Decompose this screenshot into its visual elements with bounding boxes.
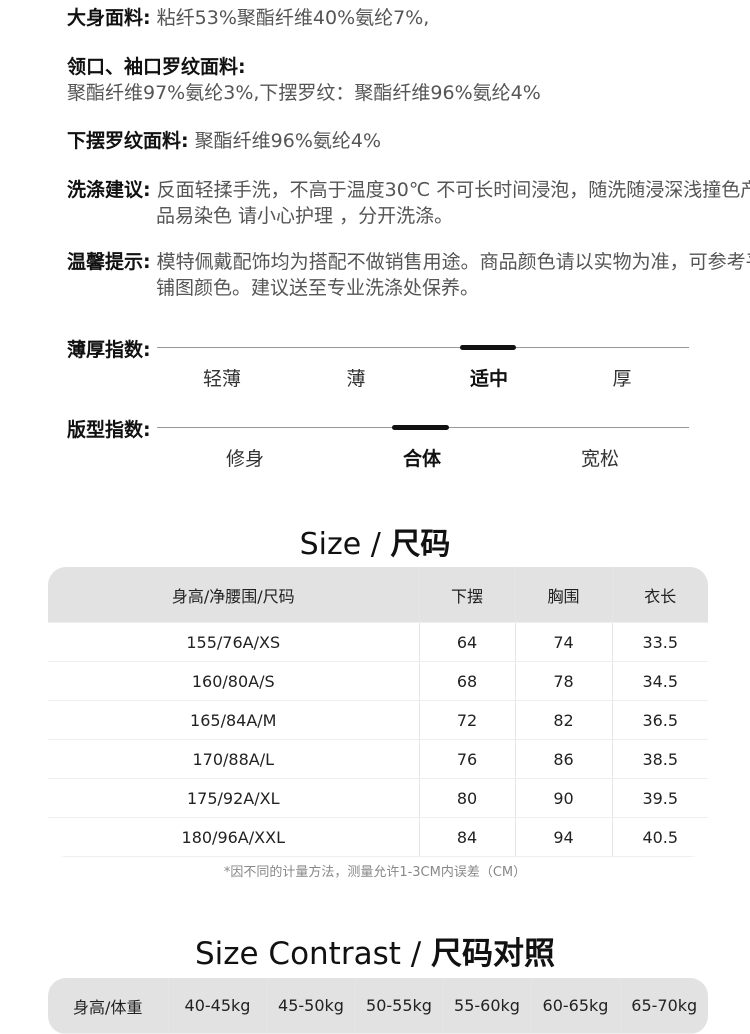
header-cell: 65-70kg (620, 978, 708, 1034)
table-cell: 72 (419, 700, 516, 740)
label: 下摆罗纹面料: (67, 130, 189, 152)
title-en: Size Contrast / (194, 936, 432, 972)
fabric-body: 大身面料: 粘纤53%聚酯纤维40%氨纶7%, (67, 5, 707, 31)
table-row: 170/88A/L 76 86 38.5 (48, 739, 708, 779)
table-cell: 64 (419, 622, 516, 662)
table-cell: 84 (419, 817, 516, 857)
value: 粘纤53%聚酯纤维40%氨纶7%, (156, 7, 430, 29)
table-cell: 80 (419, 778, 516, 818)
table-row: 160/80A/S 68 78 34.5 (48, 661, 708, 701)
label: 洗涤建议: (67, 179, 151, 201)
fit-option: 宽松 (580, 448, 620, 470)
thickness-option: 薄 (346, 368, 366, 390)
header-cell: 45-50kg (267, 978, 356, 1034)
header-cell: 身高/净腰围/尺码 (48, 567, 420, 623)
fit-option: 修身 (225, 448, 265, 470)
table-cell: 38.5 (612, 739, 708, 779)
header-cell: 下摆 (419, 567, 516, 623)
thickness-option: 厚 (612, 368, 632, 390)
measurement-note: *因不同的计量方法，测量允许1-3CM内误差（CM） (223, 865, 527, 880)
table-cell: 74 (515, 622, 613, 662)
value: 模特佩戴配饰均为搭配不做销售用途。商品颜色请以实物为准，可参考平铺图颜色。建议送… (156, 251, 750, 299)
contrast-title: Size Contrast / 尺码对照 (0, 928, 750, 973)
fit-option-selected: 合体 (402, 448, 442, 470)
washing-advice: 洗涤建议: 反面轻揉手洗，不高于温度30℃ 不可长时间浸泡，随洗随浸深浅撞色产品… (67, 177, 750, 229)
table-cell: 86 (515, 739, 613, 779)
size-title: Size / 尺码 (0, 519, 750, 563)
table-row: 155/76A/XS 64 74 33.5 (48, 622, 708, 662)
header-cell: 衣长 (612, 567, 708, 623)
title-en: Size / (299, 527, 391, 562)
thickness-label: 薄厚指数: (67, 339, 151, 361)
header-cell: 胸围 (515, 567, 613, 623)
fabric-hem: 下摆罗纹面料: 聚酯纤维96%氨纶4% (67, 128, 707, 154)
thickness-marker (460, 345, 516, 350)
fabric-collar: 领口、袖口罗纹面料: 聚酯纤维97%氨纶3%,下摆罗纹：聚酯纤维96%氨纶4% (67, 54, 707, 106)
table-row: 180/96A/XXL 84 94 40.5 (48, 817, 708, 857)
thickness-option: 轻薄 (202, 368, 242, 390)
thickness-scale (157, 347, 689, 348)
label: 大身面料: (67, 7, 151, 29)
table-header: 身高/体重 40-45kg 45-50kg 50-55kg 55-60kg 60-65kg… (48, 978, 708, 1034)
table-cell: 36.5 (612, 700, 708, 740)
table-cell: 160/80A/S (48, 661, 420, 701)
table-cell: 68 (419, 661, 516, 701)
table-cell: 180/96A/XXL (48, 817, 420, 857)
label: 领口、袖口罗纹面料: (67, 56, 246, 78)
title-cn: 尺码 (390, 527, 451, 562)
title-cn: 尺码对照 (431, 936, 556, 972)
value: 反面轻揉手洗，不高于温度30℃ 不可长时间浸泡，随洗随浸深浅撞色产品易染色 请小… (156, 179, 750, 227)
table-cell: 94 (515, 817, 613, 857)
table-cell: 76 (419, 739, 516, 779)
table-cell: 34.5 (612, 661, 708, 701)
value: 聚酯纤维96%氨纶4% (194, 130, 382, 152)
table-cell: 90 (515, 778, 613, 818)
table-cell: 155/76A/XS (48, 622, 420, 662)
label: 温馨提示: (67, 251, 151, 273)
table-header: 身高/净腰围/尺码 下摆 胸围 衣长 (48, 567, 708, 623)
table-cell: 39.5 (612, 778, 708, 818)
fit-marker (392, 425, 449, 430)
thickness-option-selected: 适中 (469, 368, 509, 390)
table-cell: 175/92A/XL (48, 778, 420, 818)
table-cell: 165/84A/M (48, 700, 420, 740)
contrast-table: 身高/体重 40-45kg 45-50kg 50-55kg 55-60kg 60-65kg… (48, 978, 708, 1034)
header-cell: 40-45kg (168, 978, 268, 1034)
size-table: 身高/净腰围/尺码 下摆 胸围 衣长 155/76A/XS 64 74 33.5 160/80… (48, 567, 708, 857)
table-cell: 40.5 (612, 817, 708, 857)
table-cell: 82 (515, 700, 613, 740)
header-cell: 60-65kg (531, 978, 621, 1034)
header-cell: 身高/体重 (48, 978, 169, 1034)
header-cell: 55-60kg (443, 978, 532, 1034)
fit-label: 版型指数: (67, 419, 151, 441)
value: 聚酯纤维97%氨纶3%,下摆罗纹：聚酯纤维96%氨纶4% (67, 82, 541, 104)
table-row: 165/84A/M 72 82 36.5 (48, 700, 708, 740)
table-cell: 170/88A/L (48, 739, 420, 779)
table-row: 175/92A/XL 80 90 39.5 (48, 778, 708, 818)
table-cell: 78 (515, 661, 613, 701)
table-cell: 33.5 (612, 622, 708, 662)
tips: 温馨提示: 模特佩戴配饰均为搭配不做销售用途。商品颜色请以实物为准，可参考平铺图… (67, 249, 750, 301)
header-cell: 50-55kg (355, 978, 444, 1034)
